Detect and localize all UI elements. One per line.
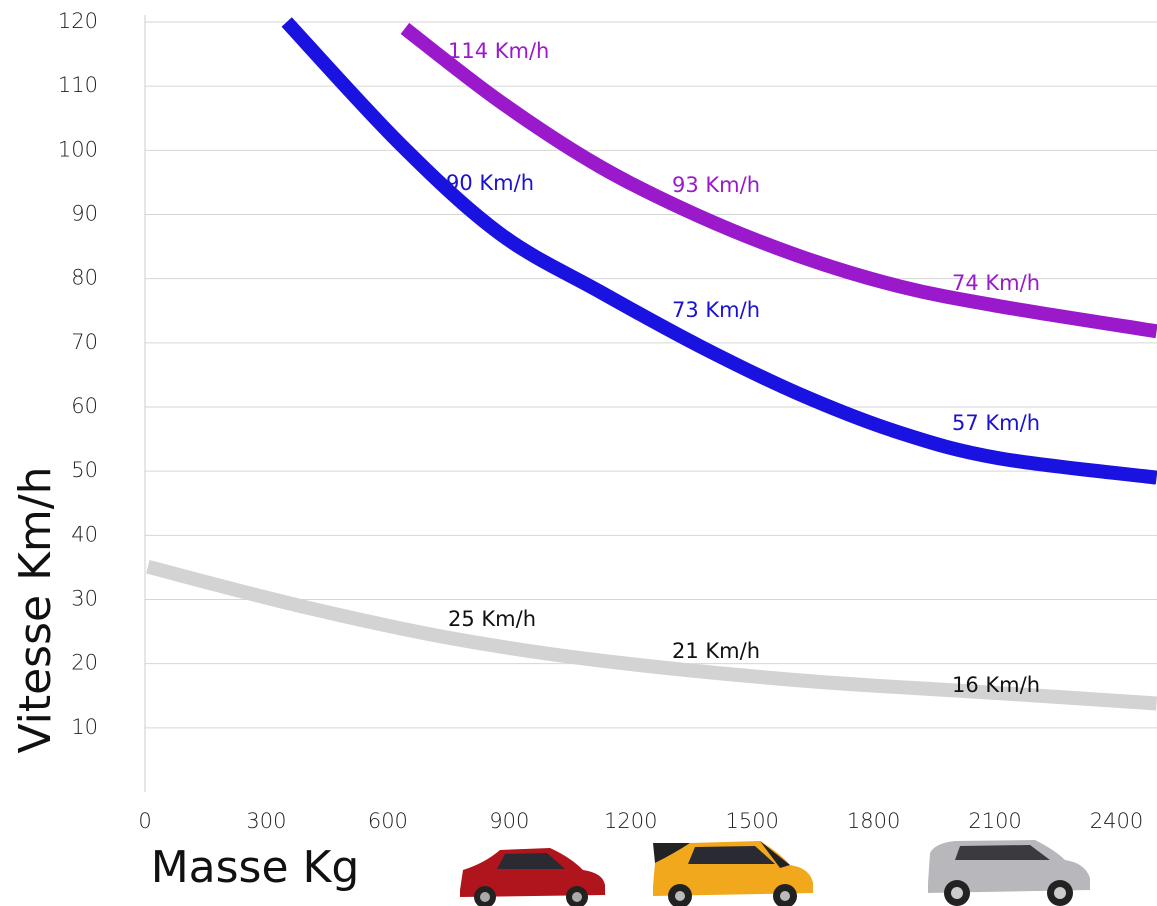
- x-axis-title: Masse Kg: [151, 842, 360, 893]
- annotation: 16 Km/h: [952, 673, 1040, 697]
- y-tick-label: 110: [58, 73, 98, 97]
- lines: [146, 17, 1157, 711]
- grid: [145, 21, 1157, 729]
- y-tick-label: 40: [71, 522, 98, 546]
- x-tick-label: 1200: [604, 809, 657, 833]
- x-tick-label: 900: [489, 809, 529, 833]
- annotation: 25 Km/h: [448, 607, 536, 631]
- y-tick-label: 70: [71, 330, 98, 354]
- annotation: 114 Km/h: [448, 39, 549, 63]
- annotation: 93 Km/h: [672, 173, 760, 197]
- car-red: [460, 848, 605, 906]
- y-tick-label: 120: [58, 9, 98, 33]
- car-yellow: [653, 841, 813, 906]
- x-tick-label: 300: [246, 809, 286, 833]
- annotation: 73 Km/h: [672, 298, 760, 322]
- series-line: [146, 559, 1157, 711]
- x-tick-label: 1500: [725, 809, 778, 833]
- y-tick-label: 100: [58, 137, 98, 161]
- y-tick-label: 20: [71, 651, 98, 675]
- x-tick-label: 1800: [847, 809, 900, 833]
- y-tick-label: 60: [71, 394, 98, 418]
- annotation: 90 Km/h: [446, 171, 534, 195]
- annotation: 21 Km/h: [672, 639, 760, 663]
- y-tick-label: 50: [71, 458, 98, 482]
- x-tick-label: 2100: [968, 809, 1021, 833]
- y-axis-title: Vitesse Km/h: [10, 466, 61, 753]
- x-tick-label: 600: [368, 809, 408, 833]
- annotation: 57 Km/h: [952, 411, 1040, 435]
- x-tick-label: 0: [138, 809, 151, 833]
- series-line: [400, 22, 1157, 339]
- y-tick-label: 90: [71, 202, 98, 226]
- car-silver: [928, 840, 1090, 906]
- annotation: 74 Km/h: [952, 271, 1040, 295]
- x-tick-label: 2400: [1090, 809, 1143, 833]
- y-tick-label: 30: [71, 587, 98, 611]
- series-line: [281, 17, 1157, 485]
- y-tick-label: 10: [71, 715, 98, 739]
- y-tick-label: 80: [71, 266, 98, 290]
